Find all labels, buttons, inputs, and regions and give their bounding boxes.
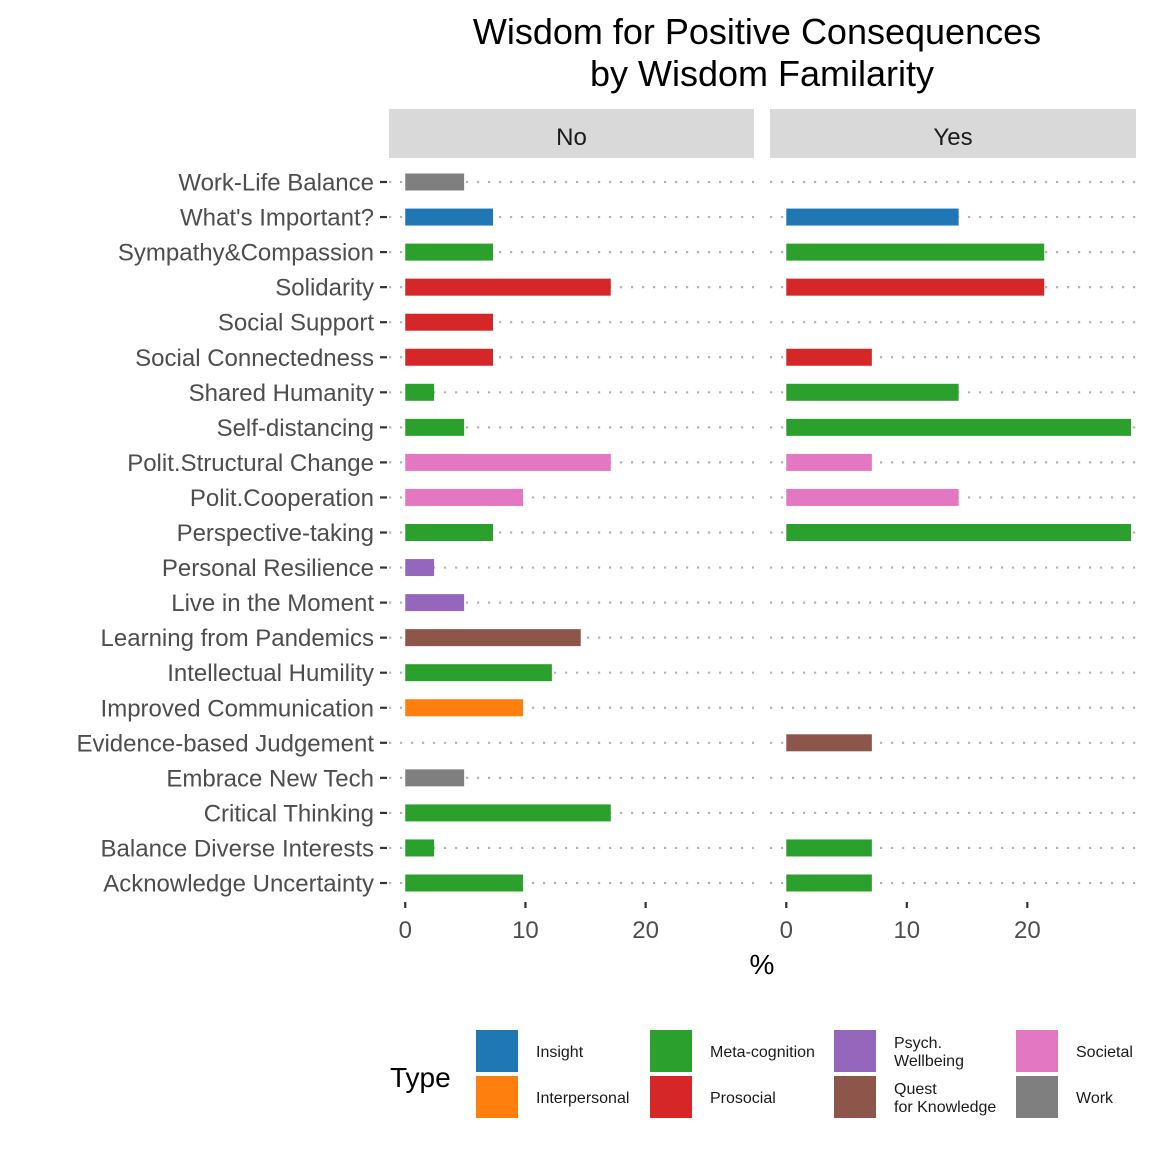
category-label-social-support: Social Support [218,310,374,337]
legend-item-quest-for-knowledge: Quest for Knowledge [832,1074,996,1120]
legend-label-insight: Insight [536,1044,584,1061]
bar-yes-social-connectedness [786,348,872,366]
bar-yes-evidence-based-judgement [786,734,872,752]
legend-label-work: Work [1076,1090,1114,1107]
legend-swatch-work [1014,1074,1060,1120]
category-labels: Work-Life Balance What's Important? Sympat… [76,170,387,898]
legend: Type Insight Interpersonal Meta-cognition Pr… [390,1028,1133,1120]
bar-yes-what-s-important [786,208,959,226]
legend-swatch-prosocial [648,1074,694,1120]
bar-no-critical-thinking [405,804,611,822]
bar-no-live-in-the-moment [405,594,465,612]
legend-label-interpersonal: Interpersonal [536,1090,629,1107]
bar-yes-perspective-taking [786,524,1131,541]
x-tick-label-yes-10: 10 [893,917,920,944]
legend-item-psych-wellbeing: Psych. Wellbeing [832,1028,964,1074]
strip-yes [770,109,1136,158]
category-label-solidarity: Solidarity [275,275,374,302]
strip-no [389,109,754,158]
legend-label-quest-for-knowledge: Quest for Knowledge [894,1081,996,1116]
x-tick-label-no-10: 10 [512,917,539,944]
legend-swatch-quest-for-knowledge [832,1074,878,1120]
bar-yes-solidarity [786,278,1045,296]
legend-swatch-meta-cognition [648,1028,694,1074]
bar-no-social-connectedness [405,348,493,366]
category-label-self-distancing: Self-distancing [217,415,374,442]
panel-no: No 0 10 20 [389,109,754,944]
legend-swatch-interpersonal [474,1074,520,1120]
category-label-polit-cooperation: Polit.Cooperation [190,485,374,512]
category-label-acknowledge-uncertainty: Acknowledge Uncertainty [103,871,374,898]
bar-no-social-support [405,313,493,331]
legend-label-prosocial: Prosocial [710,1090,776,1107]
legend-label-societal: Societal [1076,1044,1133,1061]
bar-no-polit-cooperation [405,488,524,506]
bar-yes-shared-humanity [786,383,959,401]
x-axis-title: % [750,949,775,980]
bar-no-solidarity [405,278,611,296]
chart-title: Wisdom for Positive Consequences by Wisd… [473,11,1051,94]
category-label-balance-diverse-interests: Balance Diverse Interests [101,835,374,862]
category-label-work-life-balance: Work-Life Balance [178,170,374,197]
bar-no-work-life-balance [405,173,465,191]
bar-no-acknowledge-uncertainty [405,874,524,892]
strip-label-no: No [556,124,587,151]
bar-no-personal-resilience [405,559,435,577]
bar-no-improved-communication [405,699,524,717]
bar-yes-balance-diverse-interests [786,839,872,857]
panel-yes: Yes 0 10 20 [770,109,1136,944]
bar-yes-acknowledge-uncertainty [786,874,872,892]
category-label-perspective-taking: Perspective-taking [177,520,374,547]
bar-no-polit-structural-change [405,453,611,471]
x-tick-label-no-20: 20 [632,917,659,944]
category-label-sympathy-compassion: Sympathy&Compassion [118,240,374,267]
strip-label-yes: Yes [933,124,972,151]
category-label-embrace-new-tech: Embrace New Tech [166,765,374,792]
bar-no-self-distancing [405,418,465,436]
bar-no-sympathy-compassion [405,243,493,261]
bar-yes-polit-cooperation [786,488,959,506]
bar-no-learning-from-pandemics [405,629,581,647]
legend-item-insight: Insight [474,1028,584,1074]
bar-yes-self-distancing [786,418,1131,436]
chart-title-line-2: by Wisdom Familarity [590,53,934,94]
legend-title: Type [390,1062,451,1093]
bar-no-embrace-new-tech [405,769,465,787]
facet-panels: No 0 10 20 Yes 0 10 20 [389,109,1136,944]
category-label-critical-thinking: Critical Thinking [204,800,374,827]
bar-no-perspective-taking [405,524,493,541]
legend-swatch-insight [474,1028,520,1074]
legend-item-interpersonal: Interpersonal [474,1074,629,1120]
bar-yes-sympathy-compassion [786,243,1045,261]
category-label-polit-structural-change: Polit.Structural Change [127,450,374,477]
legend-label-psych-wellbeing: Psych. Wellbeing [894,1035,964,1070]
category-label-evidence-based-judgement: Evidence-based Judgement [76,730,374,757]
legend-item-meta-cognition: Meta-cognition [648,1028,815,1074]
bar-no-what-s-important [405,208,493,226]
x-tick-label-yes-20: 20 [1014,917,1041,944]
category-label-social-connectedness: Social Connectedness [135,345,374,372]
x-tick-label-no-0: 0 [399,917,412,944]
bar-no-intellectual-humility [405,664,552,682]
legend-item-societal: Societal [1014,1028,1133,1074]
category-label-personal-resilience: Personal Resilience [162,555,374,582]
bar-yes-polit-structural-change [786,453,872,471]
legend-item-prosocial: Prosocial [648,1074,776,1120]
chart-title-line-1: Wisdom for Positive Consequences [473,11,1041,52]
category-label-learning-from-pandemics: Learning from Pandemics [101,625,374,652]
legend-swatch-psych-wellbeing [832,1028,878,1074]
legend-item-work: Work [1014,1074,1114,1120]
category-label-intellectual-humility: Intellectual Humility [167,660,374,687]
category-label-shared-humanity: Shared Humanity [189,380,374,407]
category-label-improved-communication: Improved Communication [101,695,374,722]
category-label-live-in-the-moment: Live in the Moment [171,590,374,617]
legend-swatch-societal [1014,1028,1060,1074]
bar-no-shared-humanity [405,383,435,401]
x-tick-label-yes-0: 0 [780,917,793,944]
category-label-what-s-important: What's Important? [180,205,374,232]
legend-label-meta-cognition: Meta-cognition [710,1044,815,1061]
bar-no-balance-diverse-interests [405,839,435,857]
